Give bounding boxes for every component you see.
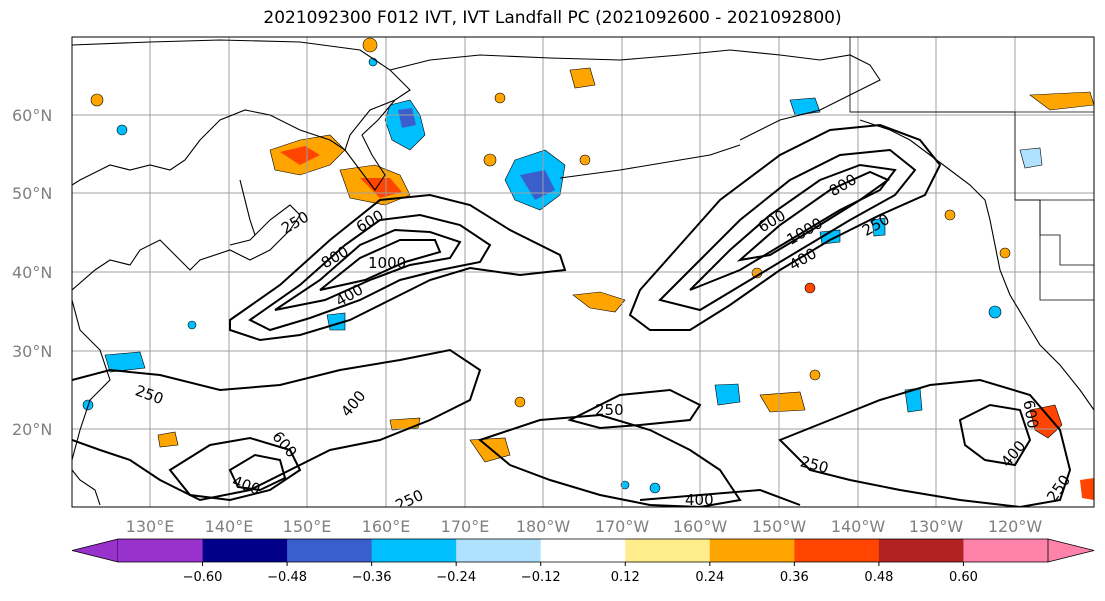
lon-label: 150°W [752, 517, 807, 536]
colorbar-swatch [118, 539, 204, 562]
contour-250-gulf [567, 388, 702, 430]
lat-label: 40°N [12, 263, 52, 282]
colorbar-swatch [202, 539, 288, 562]
contour-label: 250 [595, 401, 624, 419]
lon-label: 140°W [831, 517, 886, 536]
graticule [72, 37, 1094, 507]
contour-600-east [689, 163, 897, 291]
lon-label: 160°E [362, 517, 411, 536]
colorbar-tick-label: 0.36 [780, 570, 809, 585]
contour-400-bottom [639, 488, 801, 506]
lon-label: 140°E [205, 517, 254, 536]
lat-label: 20°N [12, 420, 52, 439]
lat-label: 60°N [12, 106, 52, 125]
colorbar-tick-label: −0.36 [352, 570, 392, 585]
contour-800-east [736, 170, 891, 262]
colorbar-swatch [709, 539, 795, 562]
colorbar-frame [118, 538, 1048, 563]
lon-label: 180°W [516, 517, 571, 536]
colorbar-swatch [625, 539, 711, 562]
lon-label: 170°E [441, 517, 490, 536]
lon-label: 130°W [909, 517, 964, 536]
lon-label: 120°W [988, 517, 1043, 536]
colorbar-swatch [963, 539, 1049, 562]
contour-250-mid [477, 413, 742, 507]
colorbar-extend-max [1047, 538, 1095, 563]
na-west-coast [859, 119, 1094, 411]
colorbar-swatch [456, 539, 542, 562]
colorbar-tick-label: −0.24 [436, 570, 476, 585]
lat-label: 50°N [12, 184, 52, 203]
contour-250-south [72, 348, 482, 502]
map-plot-area: 250 400 600 800 1000 250 400 600 800 100… [72, 37, 1094, 509]
colorbar-tick-label: 0.60 [949, 570, 978, 585]
colorbar-swatch [794, 539, 880, 562]
contour-400-east-south [958, 403, 1032, 467]
coastlines [72, 39, 1094, 506]
asia-coast [72, 39, 411, 186]
anomaly-patches [82, 37, 1094, 500]
lon-label: 150°E [283, 517, 332, 536]
korea-japan-coast [72, 179, 301, 291]
lon-label: 160°W [673, 517, 728, 536]
contour-label: 1000 [368, 254, 406, 272]
colorbar-tick-label: −0.48 [267, 570, 307, 585]
contour-250-east [628, 123, 942, 331]
colorbar-tick-label: 0.24 [695, 570, 724, 585]
contour-label: 600 [1019, 399, 1042, 430]
colorbar-tick-label: −0.12 [521, 570, 561, 585]
contour-label: 400 [685, 491, 714, 509]
colorbar-tick-label: 0.48 [864, 570, 893, 585]
plot-frame [71, 36, 1095, 508]
contour-800-west [319, 239, 442, 291]
colorbar-swatch [371, 539, 457, 562]
ivt-contours [72, 123, 1072, 507]
philippines [72, 469, 101, 506]
lon-label: 130°E [126, 517, 175, 536]
longitude-labels: 130°E 140°E 150°E 160°E 170°E 180°W 170°… [126, 517, 1043, 536]
contour-250-west [229, 193, 567, 342]
colorbar-swatch [878, 539, 964, 562]
colorbar-extend-min [71, 538, 119, 563]
contour-600-south [228, 453, 287, 492]
map-title: 2021092300 F012 IVT, IVT Landfall PC (20… [263, 8, 842, 28]
colorbar-tick-label: −0.60 [183, 570, 223, 585]
lat-label: 30°N [12, 342, 52, 361]
china-coast [72, 299, 111, 461]
latitude-labels: 60°N 50°N 40°N 30°N 20°N [12, 106, 52, 439]
contour-400-west [248, 213, 492, 332]
contour-600-west [274, 228, 462, 311]
colorbar-tick-label: 0.12 [611, 570, 640, 585]
aleutians [559, 144, 741, 179]
borders [849, 37, 1094, 301]
colorbar-swatch [287, 539, 373, 562]
contour-400-south [168, 436, 302, 502]
contour-250-east-south [778, 378, 1072, 507]
kamchatka-coast [344, 99, 396, 191]
lon-label: 170°W [595, 517, 650, 536]
colorbar-swatch [540, 539, 626, 562]
colorbar: −0.60 −0.48 −0.36 −0.24 −0.12 0.12 0.24 0.36 0.4… [71, 538, 1095, 585]
contour-400-east [658, 148, 917, 312]
